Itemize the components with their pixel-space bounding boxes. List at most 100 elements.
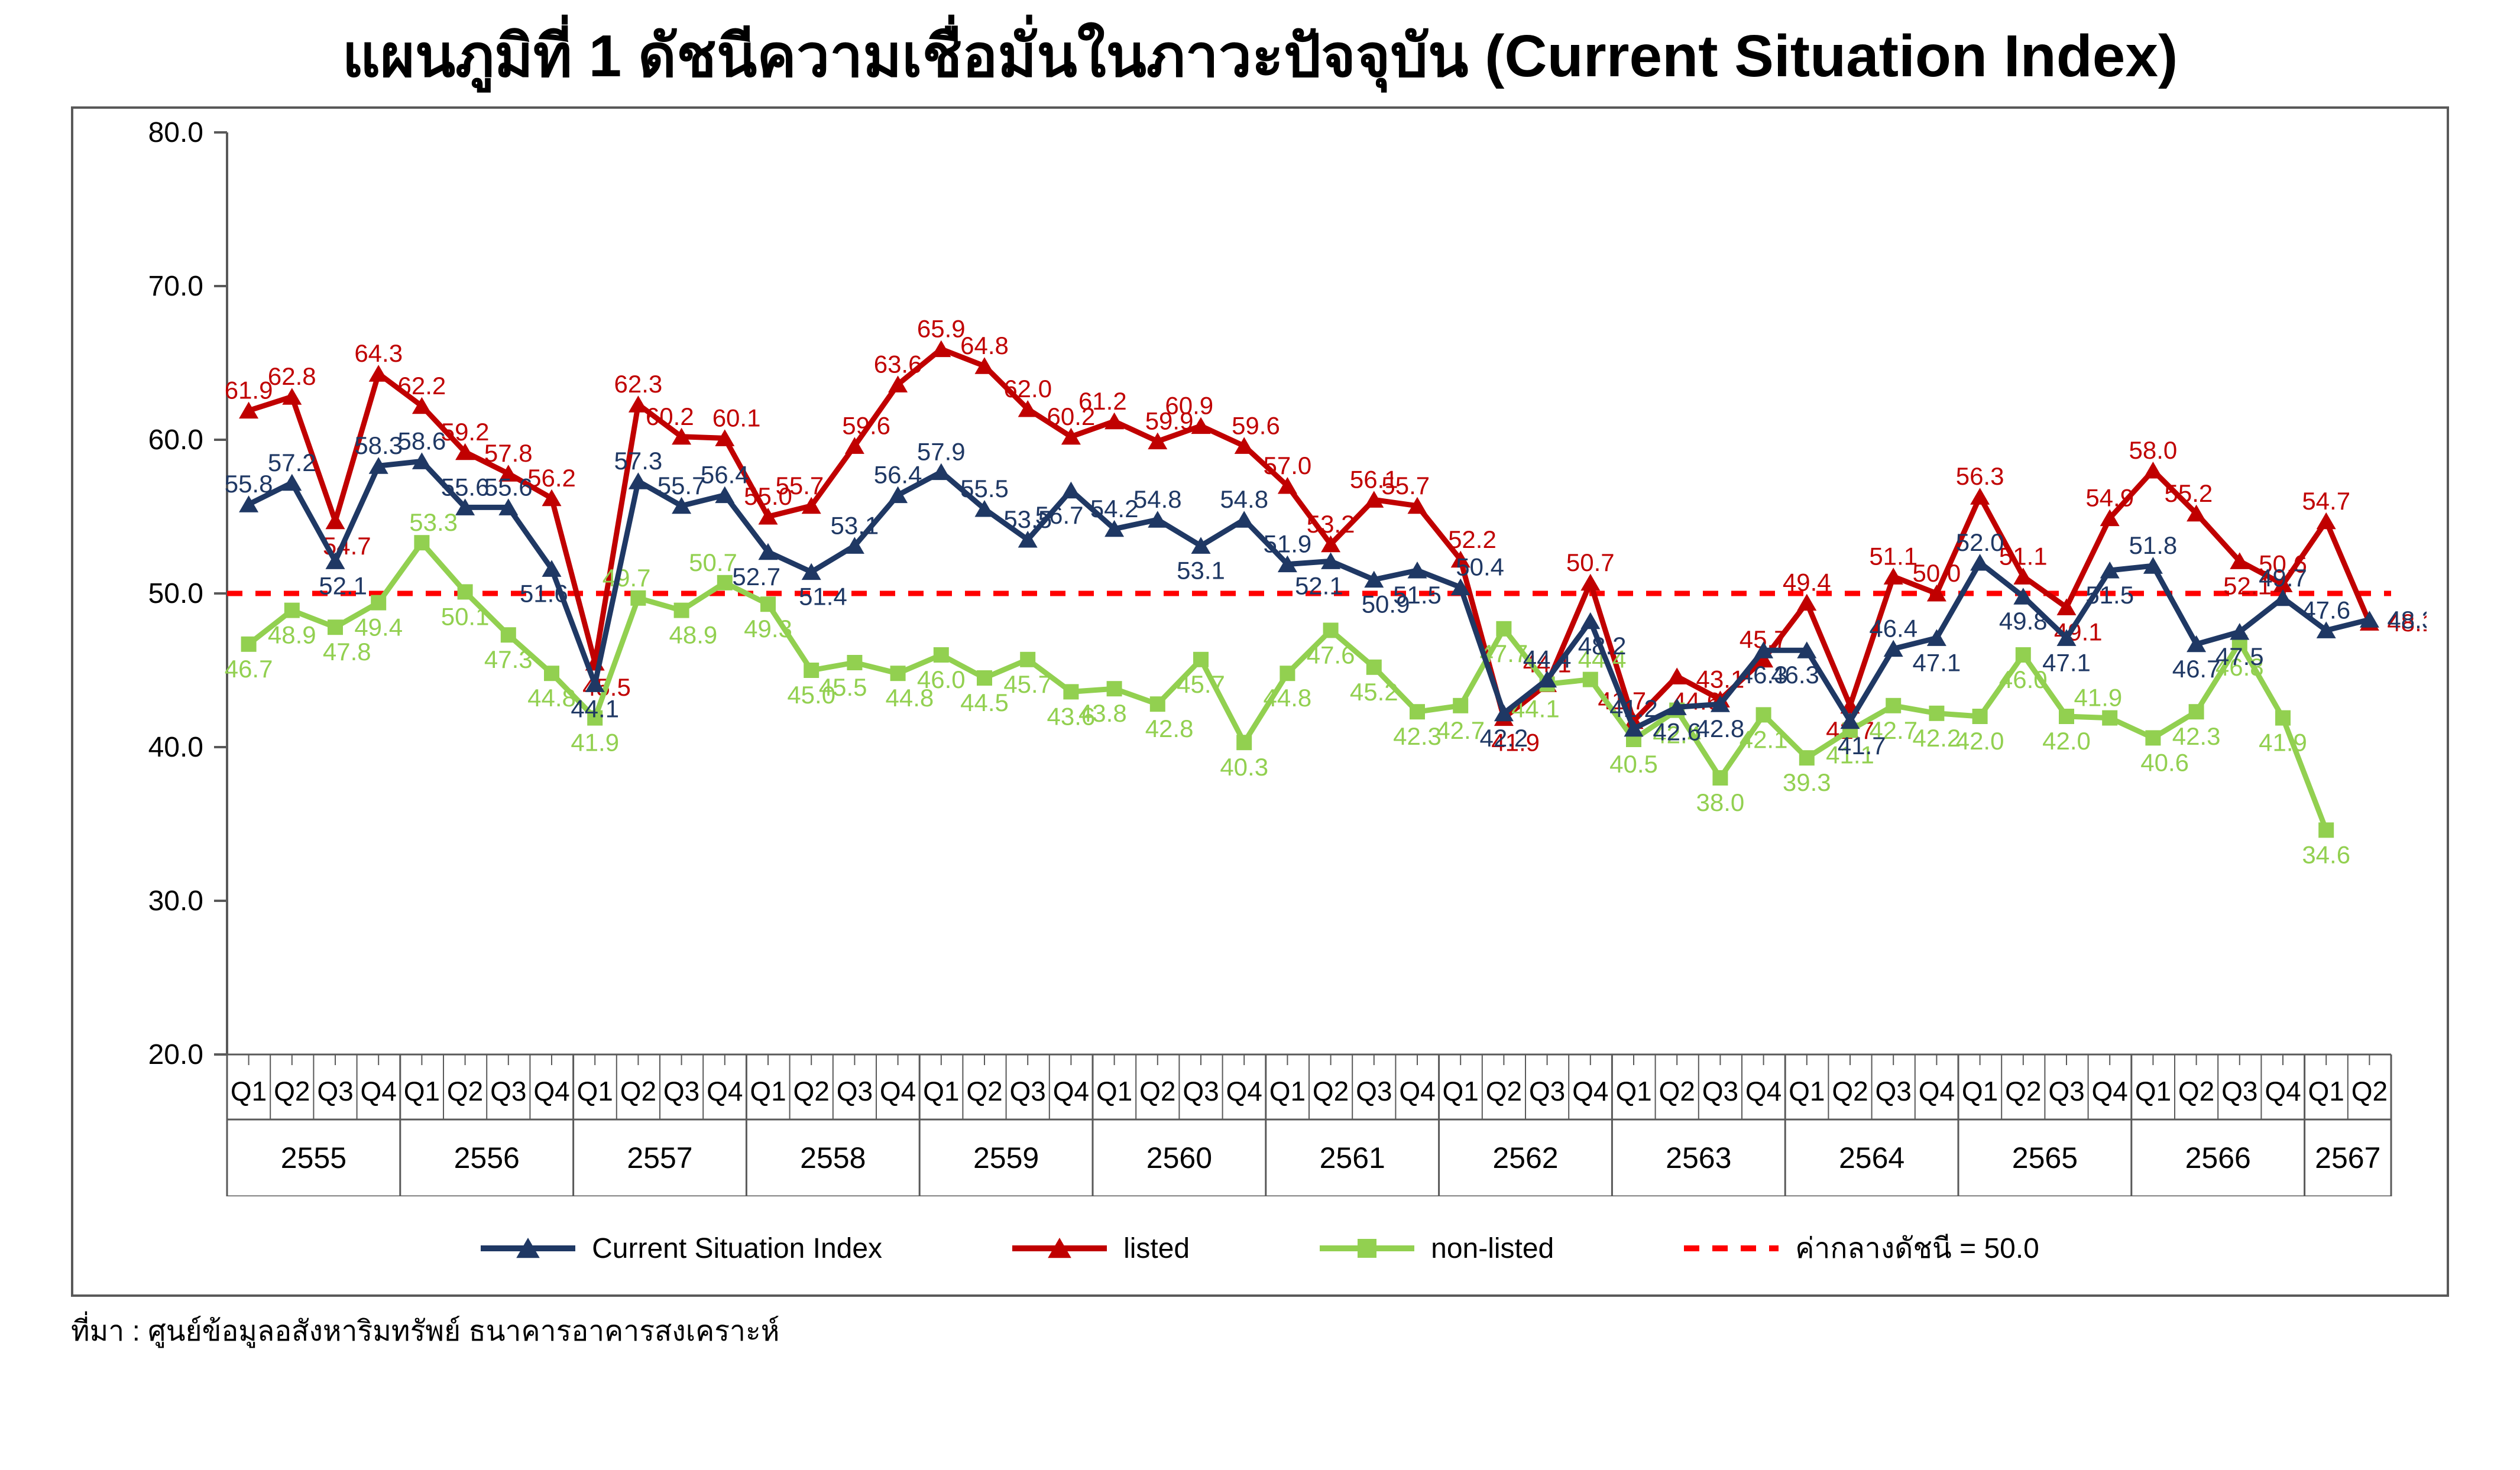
data-label: 40.6	[2140, 748, 2189, 776]
series-marker	[847, 655, 862, 670]
data-label: 41.9	[2259, 729, 2307, 757]
data-label: 44.5	[960, 689, 1009, 716]
data-label: 55.7	[776, 472, 824, 499]
series-marker	[2317, 512, 2336, 530]
legend-label: listed	[1123, 1232, 1190, 1265]
data-label: 64.3	[354, 339, 403, 367]
data-label: 44.8	[1264, 684, 1312, 712]
data-label: 55.5	[960, 475, 1009, 502]
data-label: 53.1	[831, 511, 879, 539]
data-label: 58.3	[354, 431, 403, 459]
data-label: 46.3	[1771, 661, 1819, 689]
series-marker	[1020, 652, 1035, 667]
data-label: 53.3	[409, 508, 458, 536]
data-label: 55.6	[484, 473, 533, 501]
data-label: 42.0	[1956, 727, 2004, 755]
x-quarter-label: Q4	[880, 1076, 916, 1106]
data-label: 56.7	[1035, 501, 1084, 529]
data-label: 49.7	[2259, 564, 2307, 592]
data-label: 48.2	[1578, 632, 1627, 660]
series-marker	[1104, 413, 1124, 430]
series-marker	[2275, 710, 2291, 726]
x-quarter-label: Q4	[1919, 1076, 1955, 1106]
series-marker	[629, 472, 648, 489]
y-tick-label: 40.0	[148, 732, 203, 763]
data-label: 47.6	[2302, 596, 2350, 624]
x-year-label: 2556	[454, 1141, 520, 1174]
legend-swatch	[481, 1231, 575, 1266]
chart-title: แผนภูมิที่ 1 ดัชนีความเชื่อมั่นในภาวะปัจ…	[71, 24, 2449, 89]
series-marker	[1580, 612, 1600, 629]
data-label: 41.7	[1838, 732, 1886, 760]
data-label: 47.3	[484, 645, 533, 673]
data-label: 54.2	[1090, 495, 1139, 523]
legend-label: Current Situation Index	[592, 1232, 882, 1265]
series-marker	[1063, 684, 1078, 699]
series-marker	[241, 637, 257, 652]
y-tick-label: 80.0	[148, 117, 203, 148]
series-marker	[890, 666, 906, 681]
series-marker	[1583, 672, 1598, 687]
data-label: 62.0	[1003, 375, 1052, 403]
data-label: 57.2	[268, 449, 316, 476]
data-label: 61.9	[225, 377, 273, 404]
x-quarter-label: Q2	[1139, 1076, 1175, 1106]
x-quarter-label: Q2	[2005, 1076, 2041, 1106]
data-label: 42.2	[1913, 724, 1961, 752]
data-label: 42.3	[2172, 722, 2221, 750]
series-marker	[1799, 750, 1815, 765]
x-quarter-label: Q2	[2351, 1076, 2388, 1106]
x-quarter-label: Q2	[1659, 1076, 1695, 1106]
x-year-label: 2567	[2315, 1141, 2380, 1174]
series-marker	[1191, 417, 1211, 434]
data-label: 54.8	[1133, 485, 1182, 513]
series-marker	[1366, 660, 1382, 675]
series-marker	[1712, 770, 1728, 786]
data-label: 46.7	[225, 655, 273, 683]
x-quarter-label: Q1	[750, 1076, 786, 1106]
data-label: 44.4	[1523, 645, 1572, 673]
x-quarter-label: Q2	[1313, 1076, 1349, 1106]
legend-item-baseline: ค่ากลางดัชนี = 50.0	[1684, 1226, 2039, 1271]
data-label: 63.6	[874, 350, 922, 378]
series-marker	[326, 512, 345, 530]
x-quarter-label: Q2	[966, 1076, 1002, 1106]
data-label: 41.2	[1609, 695, 1658, 722]
data-label: 52.1	[319, 572, 367, 599]
x-quarter-label: Q1	[1269, 1076, 1306, 1106]
series-marker	[2145, 730, 2161, 745]
data-label: 51.5	[1393, 581, 1442, 609]
x-year-label: 2566	[2185, 1141, 2251, 1174]
x-year-label: 2555	[281, 1141, 346, 1174]
data-label: 41.9	[571, 729, 619, 757]
x-year-label: 2564	[1839, 1141, 1904, 1174]
x-quarter-label: Q3	[1183, 1076, 1219, 1106]
series-marker	[931, 340, 951, 358]
series-marker	[1323, 622, 1339, 638]
data-label: 52.1	[1295, 572, 1343, 599]
data-label: 64.8	[960, 332, 1009, 359]
x-quarter-label: Q1	[1443, 1076, 1479, 1106]
series-marker	[1970, 488, 1990, 505]
data-label: 61.2	[1078, 387, 1127, 415]
data-label: 54.7	[2302, 487, 2350, 515]
data-label: 45.7	[1003, 670, 1052, 698]
data-label: 62.8	[268, 362, 316, 390]
x-quarter-label: Q3	[1529, 1076, 1565, 1106]
series-marker	[674, 603, 689, 618]
x-quarter-label: Q3	[1876, 1076, 1912, 1106]
series-marker	[760, 596, 776, 612]
data-label: 46.0	[1999, 666, 2048, 693]
data-label: 56.4	[701, 461, 749, 489]
data-label: 42.3	[1393, 722, 1442, 750]
chart-svg: 20.030.040.050.060.070.080.0Q1Q2Q3Q4Q1Q2…	[73, 109, 2427, 1196]
series-marker	[1280, 666, 1295, 681]
legend-item-nonlisted: non-listed	[1320, 1231, 1554, 1266]
data-label: 42.2	[1480, 724, 1528, 752]
series-marker	[369, 365, 388, 382]
data-label: 44.8	[527, 684, 576, 712]
x-quarter-label: Q1	[2308, 1076, 2344, 1106]
series-marker	[371, 595, 386, 611]
data-label: 47.8	[323, 638, 371, 666]
x-quarter-label: Q4	[533, 1076, 569, 1106]
